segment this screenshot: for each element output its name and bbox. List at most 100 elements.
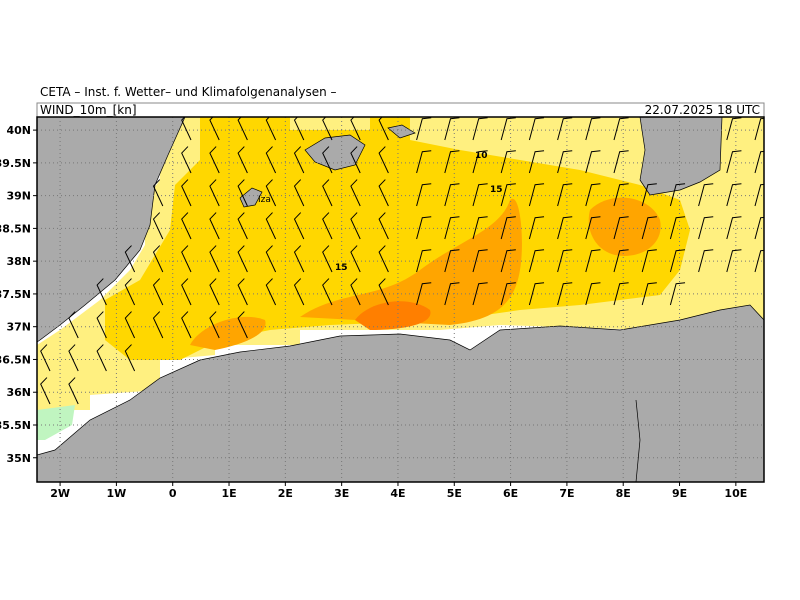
wind-barb [152, 179, 164, 207]
wind-barb [641, 282, 657, 306]
wind-barb [124, 344, 136, 372]
wind-barb [152, 212, 164, 240]
wind-barb [265, 212, 277, 240]
wind-5-10 [37, 405, 75, 440]
wind-barb [181, 311, 192, 339]
wind-barb [557, 216, 573, 240]
wind-barb [378, 146, 389, 174]
wind-barb [152, 278, 164, 306]
wind-barb [265, 117, 277, 141]
map-frame [36, 116, 765, 483]
wind-barb [585, 249, 601, 273]
wind-barb [322, 179, 333, 207]
wind-barb [528, 282, 545, 306]
contour-label: 15 [335, 263, 348, 273]
wind-barb [557, 117, 573, 141]
wind-barb [209, 278, 220, 306]
wind-barb [237, 179, 248, 207]
wind-barb [726, 183, 742, 207]
lon-tick-label: 2W [50, 487, 70, 500]
wind-barb [444, 117, 460, 141]
wind-barb [698, 216, 714, 240]
wind-barb [322, 117, 333, 141]
wind-barb [669, 249, 686, 273]
wind-barb [669, 282, 686, 306]
wind-barb [528, 249, 545, 273]
wind-barb [585, 117, 601, 141]
wind-barb [350, 245, 361, 273]
wind-barb [237, 278, 248, 306]
wind-barb [613, 249, 629, 273]
wind-barb [209, 146, 220, 174]
wind-barb [726, 249, 742, 273]
wind-barb [726, 117, 742, 141]
wind-barb [754, 216, 764, 240]
wind-barb [181, 179, 192, 207]
wind-barb [378, 179, 389, 207]
wind-barb [472, 216, 488, 240]
place-label: Iza [258, 195, 271, 205]
wind-barb [754, 117, 764, 141]
land-mallorca [304, 134, 366, 171]
lat-tick-label: 37N [6, 321, 31, 334]
wind-barb [726, 216, 742, 240]
lon-tick-label: 7E [559, 487, 574, 500]
wind-barb [416, 216, 432, 240]
contour-label: 15 [490, 185, 503, 195]
wind-barb [293, 146, 305, 174]
wind-25-30 [355, 301, 431, 330]
wind-barb [237, 117, 248, 141]
wind-barb [209, 245, 220, 273]
lon-tick-label: 2E [278, 487, 293, 500]
wind-barb [293, 245, 305, 273]
valid-time: 22.07.2025 18 UTC [645, 103, 760, 117]
wind-barb [96, 278, 107, 306]
wind-barb [557, 282, 573, 306]
wind-barb [444, 183, 460, 207]
wind-barb [181, 117, 192, 141]
lat-tick-label: 35N [6, 452, 31, 465]
wind-barb [68, 311, 79, 339]
wind-barb [322, 146, 333, 174]
wind-barb [322, 212, 333, 240]
field-name: WIND_10m_[kn] [40, 103, 137, 117]
wind-barb [472, 282, 488, 306]
lat-tick-label: 38.5N [0, 222, 31, 235]
wind-barb [444, 150, 460, 174]
wind-barb [96, 344, 107, 372]
wind-barb [293, 212, 305, 240]
wind-barb [416, 282, 432, 306]
wind-barb [557, 150, 573, 174]
map-area: 10 15 15 Iza [37, 117, 764, 482]
wind-barb [669, 183, 686, 207]
wind-barb [613, 150, 629, 174]
wind-barb [68, 377, 79, 405]
wind-barb [726, 150, 742, 174]
header-title: CETA – Inst. f. Wetter– und Klimafolgena… [40, 85, 337, 99]
wind-barb [698, 249, 714, 273]
lon-tick-label: 8E [616, 487, 631, 500]
wind-barb [528, 117, 545, 141]
lon-tick-label: 4E [390, 487, 405, 500]
wind-barb [585, 282, 601, 306]
wind-barb [209, 311, 220, 339]
wind-barb [613, 282, 629, 306]
lon-tick-label: 0 [169, 487, 177, 500]
wind-barb [152, 245, 164, 273]
wind-barb [350, 146, 361, 174]
wind-barb [528, 216, 545, 240]
wind-barb [265, 146, 277, 174]
wind-barb [472, 249, 488, 273]
wind-barb [613, 117, 629, 141]
wind-barb [124, 245, 136, 273]
lat-tick-label: 36N [6, 386, 31, 399]
wind-barb [209, 212, 220, 240]
wind-barb [265, 278, 277, 306]
wind-barb [350, 212, 361, 240]
wind-barb [416, 249, 432, 273]
lon-tick-label: 6E [503, 487, 518, 500]
wind-barb [378, 278, 389, 306]
wind-barb [585, 183, 601, 207]
wind-barb [500, 249, 516, 273]
wind-barb [500, 183, 516, 207]
